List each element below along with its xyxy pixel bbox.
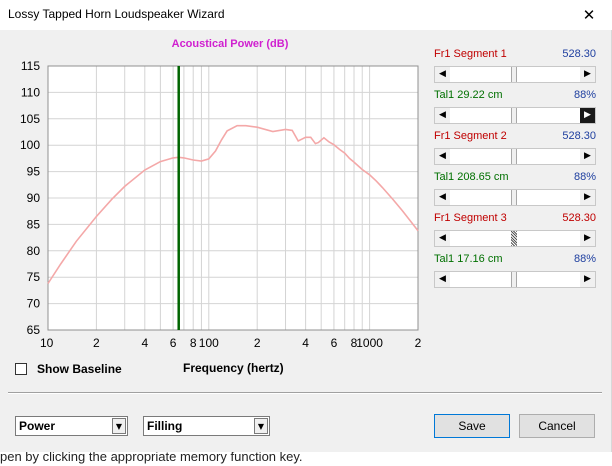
scroll-right-icon[interactable]: ▶ xyxy=(580,272,595,287)
power-curve xyxy=(47,124,419,284)
x-tick-label: 6 xyxy=(170,336,177,348)
segment-scrollbar[interactable]: ◀ ▶ xyxy=(434,66,596,83)
y-tick-label: 65 xyxy=(27,323,41,337)
segment-scrollbar[interactable]: ◀ ▶ xyxy=(434,230,596,247)
segment-name: Fr1 Segment 1 xyxy=(434,48,507,60)
x-tick-label: 100 xyxy=(199,336,219,348)
segment-name: Tal1 208.65 cm xyxy=(434,171,509,183)
segment-label-row: Tal1 29.22 cm 88% xyxy=(434,89,596,103)
cancel-button[interactable]: Cancel xyxy=(519,414,595,438)
close-icon[interactable]: ✕ xyxy=(582,6,596,24)
plot-border xyxy=(47,65,419,331)
x-tick-label: 6 xyxy=(331,336,338,348)
scroll-left-icon[interactable]: ◀ xyxy=(435,108,450,123)
scroll-thumb[interactable] xyxy=(510,149,517,164)
y-tick-label: 70 xyxy=(27,297,41,311)
segment-value: 88% xyxy=(573,171,596,183)
scroll-right-icon[interactable]: ▶ xyxy=(580,231,595,246)
segment-label-row: Fr1 Segment 3 528.30 xyxy=(434,212,596,226)
x-tick-label: 2 xyxy=(415,336,422,348)
show-baseline-label: Show Baseline xyxy=(37,362,122,376)
segment-value: 88% xyxy=(573,89,596,101)
segment-scrollbar[interactable]: ◀ ▶ xyxy=(434,271,596,288)
segment-label-row: Fr1 Segment 2 528.30 xyxy=(434,130,596,144)
segment-name: Tal1 17.16 cm xyxy=(434,253,503,265)
x-tick-label: 2 xyxy=(93,336,100,348)
background-document-strip: pen by clicking the appropriate memory f… xyxy=(0,452,612,466)
window-title: Lossy Tapped Horn Loudspeaker Wizard xyxy=(8,7,225,21)
segment-scrollbar[interactable]: ◀ ▶ xyxy=(434,107,596,124)
x-tick-label: 8 xyxy=(190,336,197,348)
segment-scrollbar[interactable]: ◀ ▶ xyxy=(434,148,596,165)
scroll-thumb[interactable] xyxy=(510,67,517,82)
segment-value: 528.30 xyxy=(562,212,596,224)
save-button[interactable]: Save xyxy=(434,414,510,438)
x-tick-label: 10 xyxy=(40,336,54,348)
segment-name: Tal1 29.22 cm xyxy=(434,89,503,101)
segment-name: Fr1 Segment 3 xyxy=(434,212,507,224)
scroll-left-icon[interactable]: ◀ xyxy=(435,149,450,164)
y-tick-label: 95 xyxy=(27,165,41,179)
y-tick-label: 75 xyxy=(27,270,41,284)
segment-label-row: Fr1 Segment 1 528.30 xyxy=(434,48,596,62)
scroll-thumb[interactable] xyxy=(510,231,517,246)
segment-value: 88% xyxy=(573,253,596,265)
wizard-window: Lossy Tapped Horn Loudspeaker Wizard ✕ A… xyxy=(0,0,612,452)
y-tick-label: 80 xyxy=(27,244,41,258)
segment-value: 528.30 xyxy=(562,130,596,142)
scroll-thumb[interactable] xyxy=(510,108,517,123)
y-tick-label: 105 xyxy=(20,112,40,126)
power-select-value: Power xyxy=(19,419,56,433)
x-tick-label: 8 xyxy=(351,336,358,348)
y-tick-label: 90 xyxy=(27,191,41,205)
chart-title: Acoustical Power (dB) xyxy=(171,38,289,50)
scroll-thumb[interactable] xyxy=(510,272,517,287)
y-tick-label: 85 xyxy=(27,217,41,231)
x-tick-label: 4 xyxy=(141,336,148,348)
show-baseline-checkbox[interactable] xyxy=(15,363,27,375)
y-tick-label: 100 xyxy=(20,138,40,152)
filling-select[interactable]: Filling ▼ xyxy=(143,416,270,436)
background-document-text: pen by clicking the appropriate memory f… xyxy=(0,452,303,464)
scroll-left-icon[interactable]: ◀ xyxy=(435,231,450,246)
x-tick-label: 1000 xyxy=(356,336,383,348)
scroll-left-icon[interactable]: ◀ xyxy=(435,190,450,205)
x-axis-label: Frequency (hertz) xyxy=(183,361,284,375)
scroll-right-icon[interactable]: ▶ xyxy=(580,190,595,205)
scroll-left-icon[interactable]: ◀ xyxy=(435,272,450,287)
segment-name: Fr1 Segment 2 xyxy=(434,130,507,142)
scroll-right-icon[interactable]: ▶ xyxy=(580,67,595,82)
filling-select-value: Filling xyxy=(147,419,183,433)
scroll-left-icon[interactable]: ◀ xyxy=(435,67,450,82)
segment-value: 528.30 xyxy=(562,48,596,60)
y-tick-label: 110 xyxy=(21,85,40,99)
segment-label-row: Tal1 17.16 cm 88% xyxy=(434,253,596,267)
power-select[interactable]: Power ▼ xyxy=(15,416,128,436)
divider xyxy=(8,392,602,394)
scroll-right-icon[interactable]: ▶ xyxy=(580,149,595,164)
chevron-down-icon[interactable]: ▼ xyxy=(254,418,268,434)
x-tick-label: 2 xyxy=(254,336,261,348)
show-baseline-row[interactable]: Show Baseline xyxy=(15,361,122,377)
scroll-right-icon[interactable]: ▶ xyxy=(580,108,595,123)
y-tick-label: 115 xyxy=(21,59,40,73)
title-bar: Lossy Tapped Horn Loudspeaker Wizard ✕ xyxy=(0,0,612,30)
segment-scrollbar[interactable]: ◀ ▶ xyxy=(434,189,596,206)
x-tick-label: 4 xyxy=(302,336,309,348)
segment-label-row: Tal1 208.65 cm 88% xyxy=(434,171,596,185)
chevron-down-icon[interactable]: ▼ xyxy=(112,418,126,434)
scroll-thumb[interactable] xyxy=(510,190,517,205)
